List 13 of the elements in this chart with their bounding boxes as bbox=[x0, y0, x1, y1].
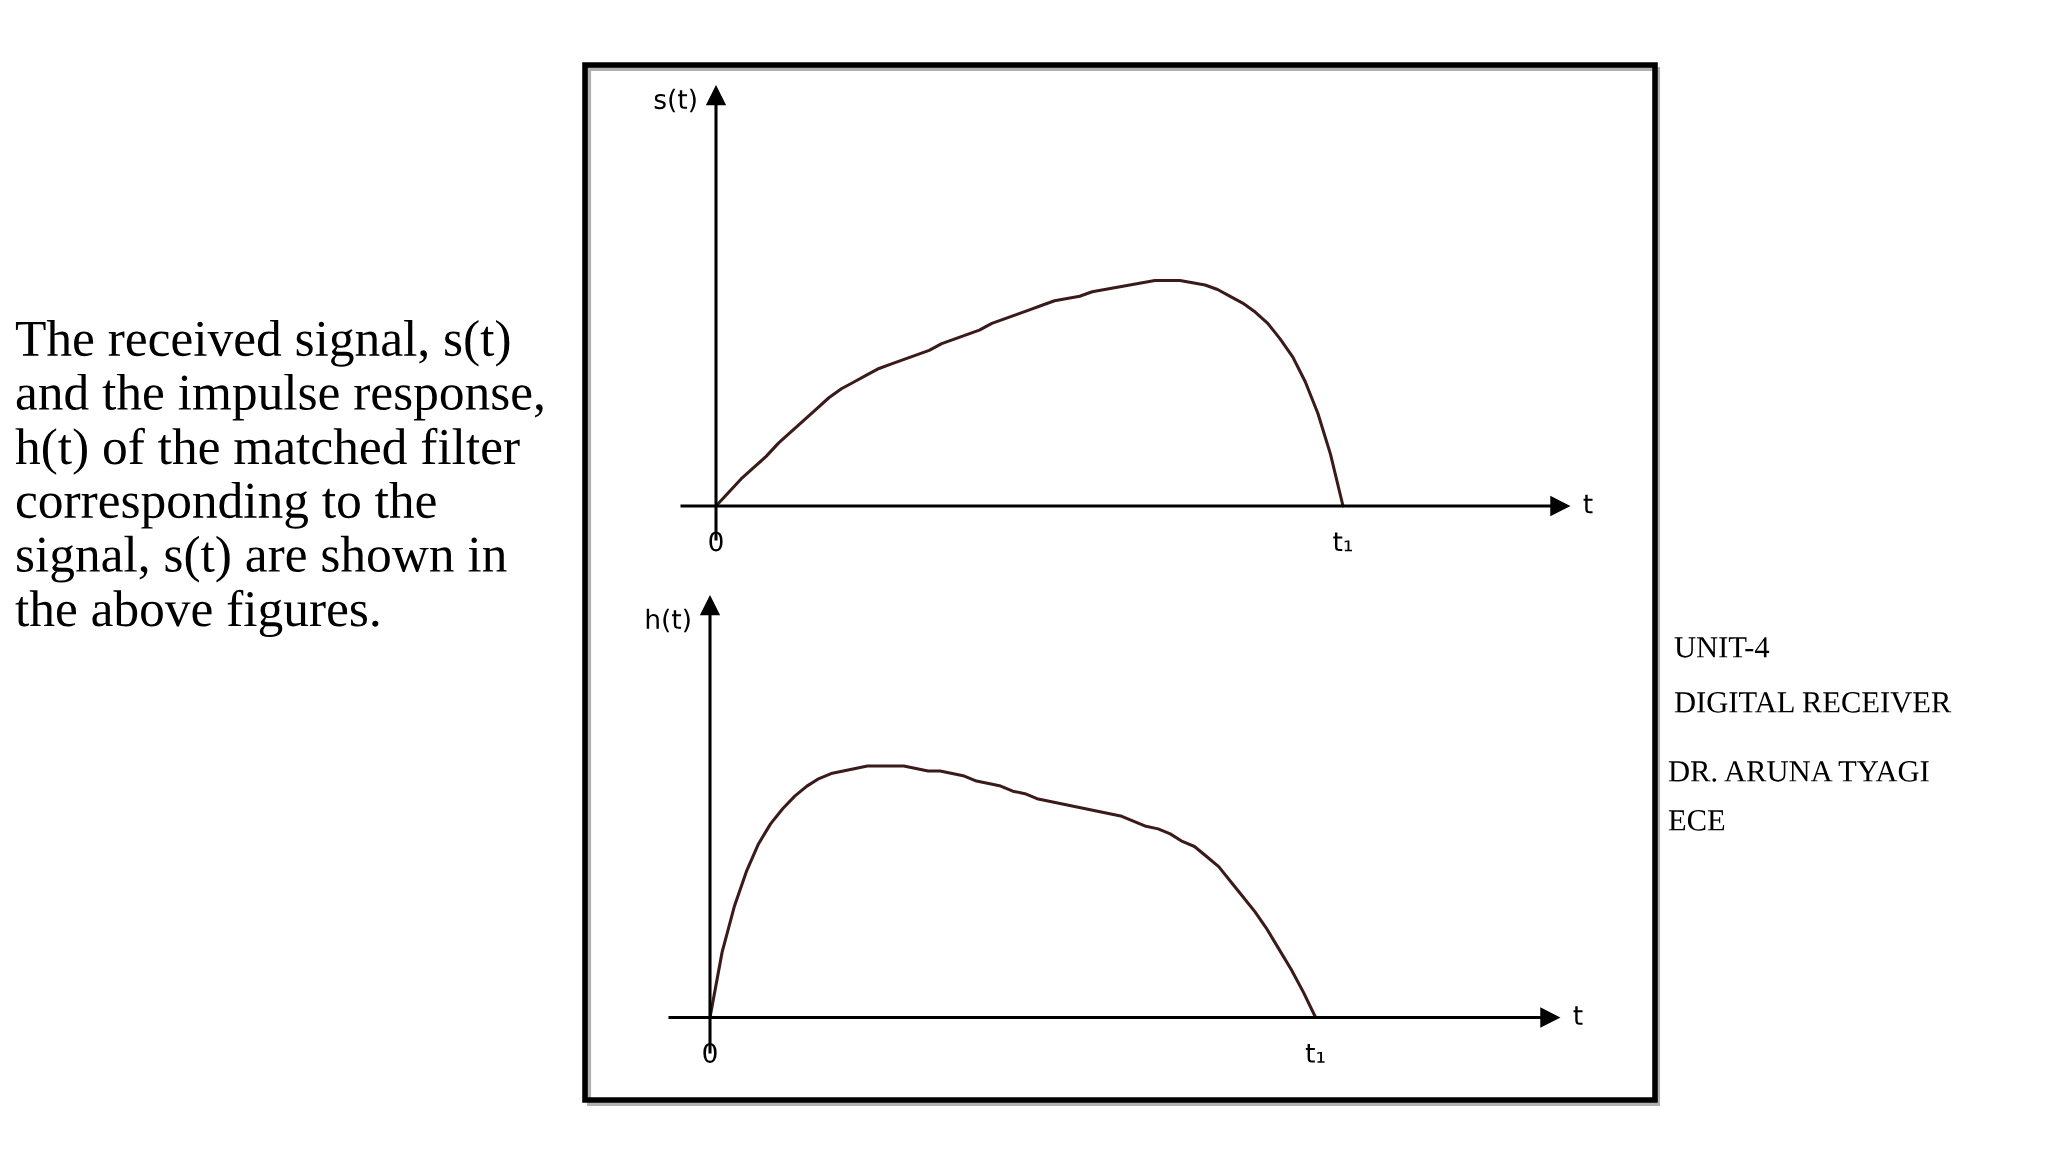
y-axis-title: h(t) bbox=[646, 608, 690, 633]
x-tick-label: 0 bbox=[703, 1042, 717, 1063]
x-tick-label: t₁ bbox=[1333, 532, 1353, 552]
x-axis-title: t bbox=[1573, 1006, 1583, 1025]
text: DIGITAL RECEIVER bbox=[1674, 692, 1952, 713]
text: ECE bbox=[1668, 810, 1725, 831]
x-tick-label: 0 bbox=[709, 531, 723, 552]
text: DR. ARUNA TYAGI bbox=[1668, 761, 1929, 782]
text: The received signal, s(t) and the impulse response, h(t) of the matched filter corresponding to the signal, s(t) are shown in the above figures. bbox=[15, 320, 543, 638]
y-axis-title: s(t) bbox=[654, 88, 696, 113]
x-axis-title: t bbox=[1583, 494, 1593, 514]
x-tick-label: t₁ bbox=[1305, 1044, 1325, 1063]
text: UNIT-4 bbox=[1674, 637, 1770, 658]
